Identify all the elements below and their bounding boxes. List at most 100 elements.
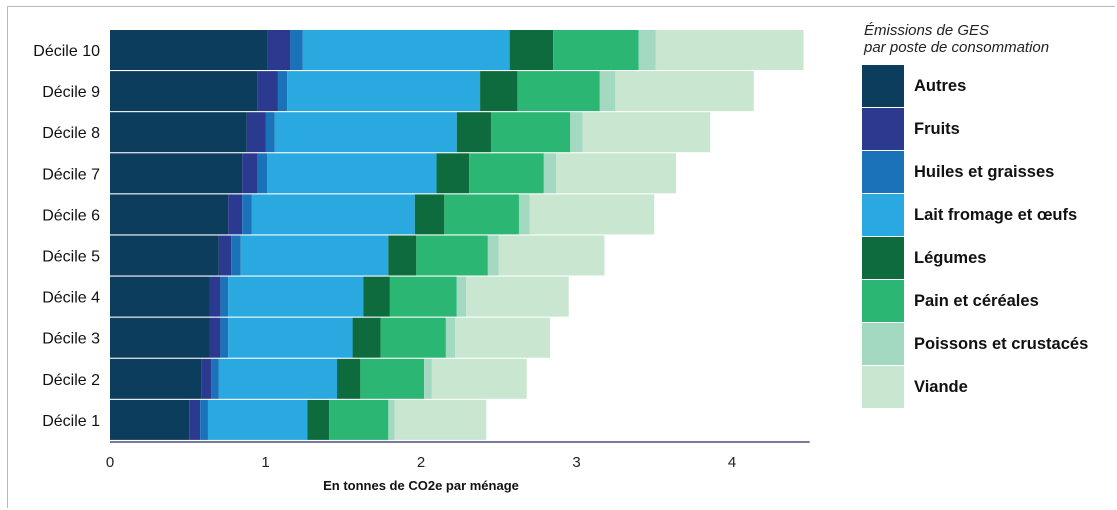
bar-segment	[189, 399, 201, 440]
bar-segment	[352, 317, 381, 358]
category-label: Décile 2	[42, 372, 100, 389]
bar-segment	[242, 153, 258, 194]
bar-segment	[240, 235, 389, 276]
bar-segment	[388, 235, 417, 276]
category-label: Décile 5	[42, 249, 100, 266]
bar-segment	[655, 30, 804, 70]
x-tick-label: 4	[728, 454, 736, 471]
bar-segment	[498, 235, 605, 276]
bar-segment	[599, 71, 616, 112]
legend-item: Viande	[862, 366, 1112, 408]
bar-segment	[487, 235, 499, 276]
category-label: Décile 7	[42, 166, 100, 183]
category-label: Décile 3	[42, 331, 100, 348]
category-label: Décile 1	[42, 413, 100, 430]
legend-label: Lait fromage et œufs	[914, 205, 1078, 224]
bar-segment	[337, 358, 361, 399]
bar-segment	[553, 30, 639, 70]
bar-segment	[274, 112, 457, 153]
bar-segment	[582, 112, 711, 153]
bar-segment	[277, 71, 288, 112]
bar-segment	[469, 153, 544, 194]
bar-segment	[431, 358, 527, 399]
category-label: Décile 4	[42, 290, 100, 307]
bar-segment	[570, 112, 583, 153]
bar-segment	[267, 30, 291, 70]
bar-segment	[257, 71, 278, 112]
x-tick-label: 0	[106, 454, 114, 471]
category-label: Décile 8	[42, 125, 100, 142]
category-label: Décile 10	[33, 43, 100, 60]
bar-segment	[307, 399, 330, 440]
bar-segment	[110, 317, 210, 358]
bar-segment	[363, 276, 390, 317]
bar-segment	[615, 71, 754, 112]
bar-segment	[287, 71, 481, 112]
bar-segment	[444, 194, 519, 235]
bar-segment	[201, 358, 212, 399]
bar-segment	[490, 112, 571, 153]
legend-label: Poissons et crustacés	[914, 334, 1089, 353]
bar-segment	[110, 30, 268, 70]
bar-segment	[211, 358, 219, 399]
legend-item: Pain et céréales	[862, 280, 1112, 322]
legend-swatch	[862, 194, 904, 236]
bar-segment	[329, 399, 389, 440]
bar-segment	[302, 30, 510, 70]
bar-segment	[209, 276, 221, 317]
bar-segment	[220, 276, 229, 317]
bar-segment	[638, 30, 656, 70]
bar-segment	[466, 276, 569, 317]
chart-frame	[7, 6, 1115, 508]
bar-segment	[218, 235, 232, 276]
legend-swatch	[862, 366, 904, 408]
legend-item: Autres	[862, 65, 1112, 107]
legend-item: Poissons et crustacés	[862, 323, 1112, 365]
bar-segment	[556, 153, 677, 194]
bar-segment	[445, 317, 456, 358]
bar-segment	[242, 194, 252, 235]
legend-item: Huiles et graisses	[862, 151, 1112, 193]
bar-segment	[251, 194, 415, 235]
bar-segment	[207, 399, 308, 440]
legend-label: Huiles et graisses	[914, 162, 1055, 181]
bar-segment	[228, 194, 243, 235]
bar-segment	[360, 358, 425, 399]
legend-swatch	[862, 65, 904, 107]
bar-segment	[228, 276, 364, 317]
bar-segment	[509, 30, 554, 70]
bar-segment	[380, 317, 446, 358]
legend-label: Viande	[914, 377, 968, 396]
bar-segment	[110, 112, 247, 153]
bar-segment	[543, 153, 557, 194]
x-tick-label: 2	[417, 454, 425, 471]
bar-segment	[424, 358, 432, 399]
category-label: Décile 6	[42, 207, 100, 224]
bar-segment	[388, 399, 395, 440]
bar-segment	[480, 71, 518, 112]
x-tick-label: 1	[261, 454, 269, 471]
bar-segment	[110, 71, 258, 112]
bar-segment	[290, 30, 303, 70]
legend-item: Lait fromage et œufs	[862, 194, 1112, 236]
legend-title-line-1: Émissions de GES	[864, 22, 990, 39]
legend-label: Autres	[914, 76, 967, 95]
bar-segment	[110, 276, 210, 317]
bar-segment	[455, 317, 551, 358]
bar-segment	[110, 358, 202, 399]
bar-segment	[456, 112, 491, 153]
legend-swatch	[862, 280, 904, 322]
legend-swatch	[862, 108, 904, 150]
bar-segment	[209, 317, 221, 358]
bar-segment	[110, 153, 243, 194]
legend-label: Légumes	[914, 248, 987, 267]
bar-segment	[231, 235, 241, 276]
legend-items: Autres Fruits Huiles et graisses Lait froma…	[862, 65, 1112, 408]
legend: Émissions de GES par poste de consommati…	[862, 22, 1112, 409]
x-tick-label: 3	[572, 454, 580, 471]
bar-segment	[220, 317, 229, 358]
bar-segment	[246, 112, 266, 153]
bar-segment	[228, 317, 353, 358]
bar-segment	[529, 194, 655, 235]
